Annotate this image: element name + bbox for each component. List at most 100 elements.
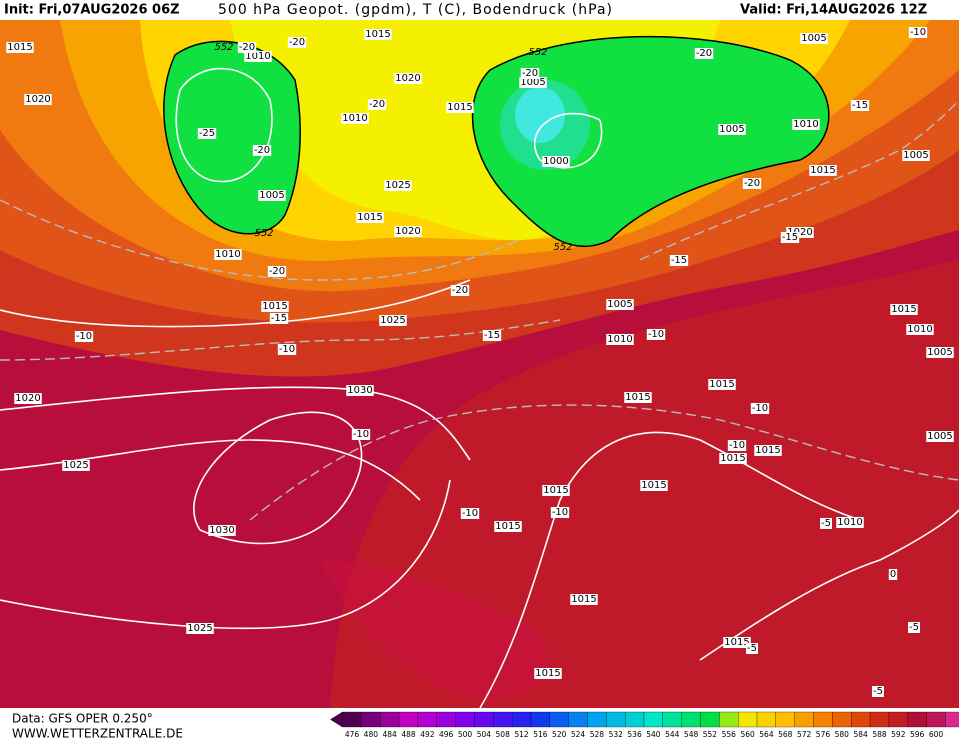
- scale-cell: [530, 711, 550, 728]
- scale-label: 500: [458, 730, 473, 739]
- temperature-label-box: [908, 622, 920, 633]
- temperature-label: -10: [910, 27, 926, 38]
- field: [0, 20, 959, 708]
- scale-label: 520: [552, 730, 567, 739]
- isobar-label-box: [244, 51, 272, 62]
- isobar-label: 1015: [543, 485, 568, 496]
- isobar-label: 1015: [262, 301, 287, 312]
- scale-label: 488: [401, 730, 416, 739]
- temperature-label: -5: [747, 643, 757, 654]
- isobar-label-box: [534, 668, 562, 679]
- isobar: [193, 411, 363, 545]
- temperature-label: -20: [696, 48, 712, 59]
- isobar-label: 1025: [385, 180, 410, 191]
- valid-time: Valid: Fri,14AUG2026 12Z: [740, 3, 927, 18]
- map-labels: 1015 1020 1010 1015 1020 1010 1015 1025 1015 1020…: [6, 27, 954, 697]
- isobar-label: 1015: [365, 29, 390, 40]
- scale-label: 600: [929, 730, 944, 739]
- isobar-label-box: [606, 334, 634, 345]
- header-band: [0, 0, 959, 20]
- isobar-label-box: [341, 113, 369, 124]
- map-title: 500 hPa Geopot. (gpdm), T (C), Bodendruc…: [218, 2, 613, 18]
- isobar-label-box: [261, 301, 289, 312]
- isobar-label-box: [258, 190, 286, 201]
- isobar-label-box: [62, 460, 90, 471]
- temperature-label-box: [267, 266, 287, 277]
- isobar-label: 1005: [927, 347, 952, 358]
- temperature-label-box: [694, 48, 714, 59]
- scale-label: 548: [684, 730, 699, 739]
- temperature-label-box: [850, 100, 870, 111]
- thickness-label: 552: [254, 228, 273, 239]
- scale-cell: [832, 711, 852, 728]
- isobar-label-box: [570, 594, 598, 605]
- scale-label: 588: [872, 730, 887, 739]
- scale-label: 568: [778, 730, 793, 739]
- isobar-label: 1010: [907, 324, 932, 335]
- scale-label: 560: [740, 730, 755, 739]
- isobar-label: 1020: [15, 393, 40, 404]
- scale-cell: [888, 711, 908, 728]
- scale-label: 576: [816, 730, 831, 739]
- isobar-label: 1025: [187, 623, 212, 634]
- isobar-label: 1015: [7, 42, 32, 53]
- temperature-label-box: [550, 507, 570, 518]
- temperature-label-box: [287, 37, 307, 48]
- isobar-label-box: [186, 623, 214, 634]
- scale-cell: [738, 711, 758, 728]
- scale-cell: [587, 711, 607, 728]
- scale-cell: [662, 711, 682, 728]
- scale-cell: [455, 711, 475, 728]
- temperature-label-box: [252, 145, 272, 156]
- scale-label: 592: [891, 730, 906, 739]
- isobar-label-box: [640, 480, 668, 491]
- temperature-label-box: [351, 429, 371, 440]
- isobar: [533, 112, 603, 169]
- isobar-label: 1015: [810, 165, 835, 176]
- temperature-label-box: [237, 42, 257, 53]
- scale-label: 496: [439, 730, 454, 739]
- scale-cell: [417, 711, 437, 728]
- isobar-label-box: [723, 637, 751, 648]
- isobar-label: 1015: [755, 445, 780, 456]
- temperature-label-box: [727, 440, 747, 451]
- isobar-label: 1015: [535, 668, 560, 679]
- temperature-label: -10: [752, 403, 768, 414]
- scale-cell: [549, 711, 569, 728]
- isobar-label: 1005: [719, 124, 744, 135]
- isobar-label-box: [718, 124, 746, 135]
- scale-label: 528: [590, 730, 605, 739]
- isobar-label: 1015: [720, 453, 745, 464]
- temperature-label-box: [460, 508, 480, 519]
- isobar-label: 1010: [837, 517, 862, 528]
- scale-label: 484: [383, 730, 398, 739]
- isobar-label-box: [346, 385, 374, 396]
- scale-label: 580: [835, 730, 850, 739]
- temperature-label: -20: [522, 68, 538, 79]
- scale-label: 572: [797, 730, 812, 739]
- scale-cell: [361, 711, 381, 728]
- isobar-label-box: [6, 42, 34, 53]
- isobar-label-box: [754, 445, 782, 456]
- temperature-label-box: [872, 686, 884, 697]
- isobar-label: 1015: [891, 304, 916, 315]
- isobar: [479, 431, 861, 709]
- scale-label: 552: [703, 730, 718, 739]
- temperature-label: -5: [909, 622, 919, 633]
- temperature-label: -10: [279, 344, 295, 355]
- isobar-label-box: [926, 431, 954, 442]
- scale-cell: [568, 711, 588, 728]
- scale-label: 508: [496, 730, 511, 739]
- temperature-label-box: [746, 643, 758, 654]
- isobar-label-box: [800, 33, 828, 44]
- temperature-label: -10: [729, 440, 745, 451]
- isobar-label: 1025: [63, 460, 88, 471]
- isotherms: [0, 99, 959, 521]
- isobar: [699, 509, 959, 661]
- scale-label: 480: [364, 730, 379, 739]
- isobar: [0, 439, 421, 501]
- temperature-label-box: [482, 330, 502, 341]
- isotherm: [249, 404, 959, 521]
- scale-cell: [907, 711, 927, 728]
